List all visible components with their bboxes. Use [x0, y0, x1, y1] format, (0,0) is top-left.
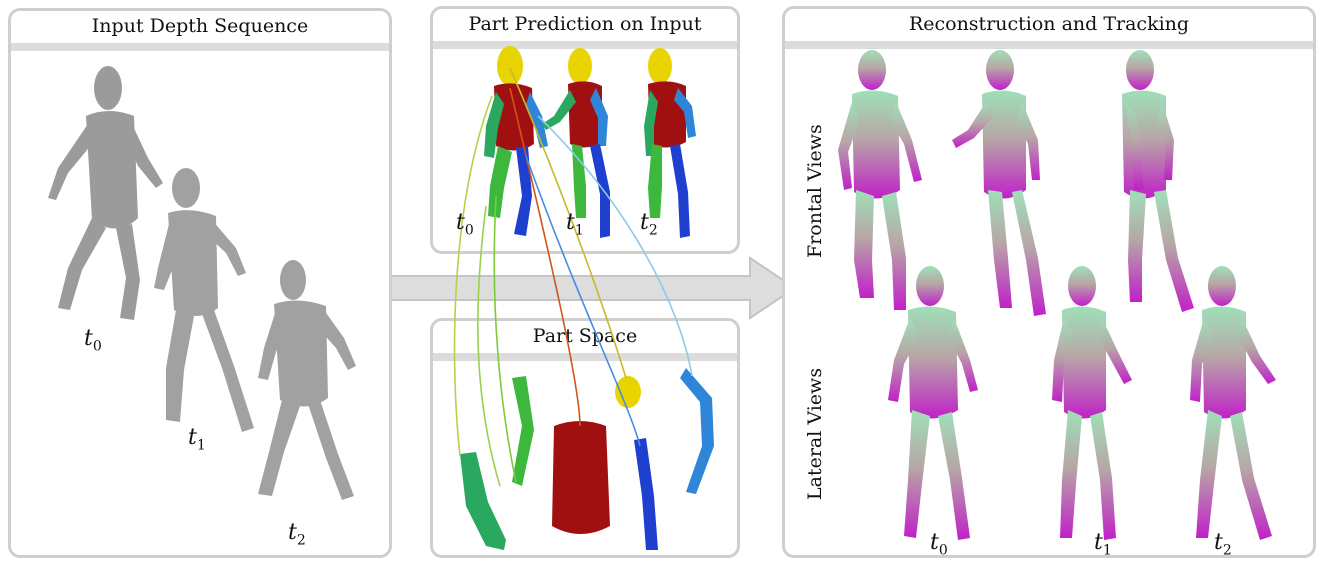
part-figures	[453, 46, 714, 550]
part-time-label-t2: t2	[640, 210, 658, 239]
title-divider	[785, 41, 1313, 49]
recon-time-label-t0: t0	[930, 530, 948, 559]
recon-time-label-t2: t2	[1214, 530, 1232, 559]
depth-figures	[48, 66, 356, 500]
lateral-views-label: Lateral Views	[804, 367, 826, 500]
recon-time-label-t1: t1	[1094, 530, 1112, 559]
depth-figure-t0	[48, 66, 163, 320]
reconstruction-figures	[838, 50, 1276, 540]
part-time-label-t0: t0	[456, 210, 474, 239]
reconstruction-title: Reconstruction and Tracking	[908, 13, 1190, 35]
frontal-figure-t2	[1122, 50, 1194, 312]
input-depth-title: Input Depth Sequence	[91, 15, 309, 37]
time-label-t0: t0	[84, 326, 102, 355]
lateral-figure-t1	[1052, 266, 1132, 540]
time-label-t1: t1	[188, 425, 206, 454]
part-prediction-title: Part Prediction on Input	[468, 13, 702, 35]
frontal-figure-t1	[952, 50, 1046, 316]
lateral-figure-t2	[1190, 266, 1276, 540]
lateral-figure-t0	[888, 266, 978, 540]
title-divider	[433, 353, 737, 361]
depth-figure-t1	[154, 168, 254, 432]
title-divider	[11, 43, 389, 51]
frontal-figure-t0	[838, 50, 922, 310]
title-divider	[433, 41, 737, 49]
part-figure-t1	[542, 48, 610, 238]
frontal-views-label: Frontal Views	[804, 124, 826, 258]
time-label-t2: t2	[288, 520, 306, 549]
depth-figure-t2	[258, 260, 356, 500]
part-space-pieces	[460, 368, 714, 550]
part-figure-t2	[644, 48, 696, 238]
part-time-label-t1: t1	[566, 210, 584, 239]
correspondence-lines	[453, 67, 693, 487]
